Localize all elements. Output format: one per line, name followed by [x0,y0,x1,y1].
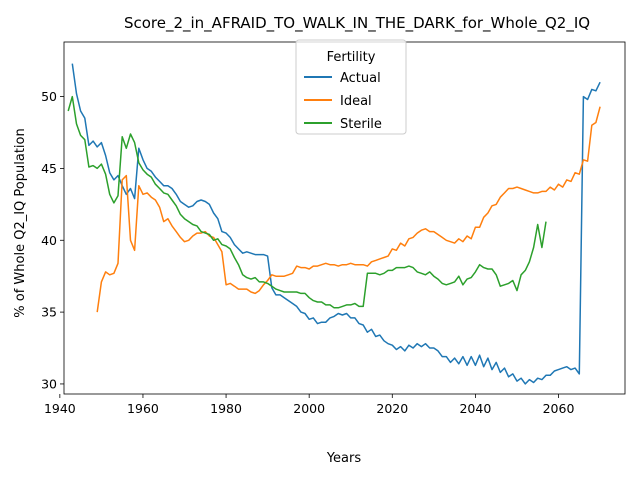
legend-title: Fertility [327,50,376,65]
y-tick-label: 35 [41,305,57,320]
y-tick-label: 45 [41,161,57,176]
legend-label-actual: Actual [340,71,381,86]
y-tick-label: 30 [41,376,57,391]
series-layer [67,63,601,385]
series-line-ideal [96,106,601,313]
legend-frame [295,39,407,135]
legend: Fertility Actual Ideal Sterile [295,39,407,135]
axes-layer: 1940 1960 1980 2000 2020 2040 2060 30 35 40 45 50 [41,41,626,416]
legend-label-ideal: Ideal [340,94,372,109]
series-line-sterile [67,95,547,309]
y-tick-label: 40 [41,233,57,248]
x-tick-label: 2040 [459,401,491,416]
x-tick-label: 2020 [376,401,408,416]
y-axis-title: % of Whole Q2_IQ Population [13,128,28,317]
chart-title: Score_2_in_AFRAID_TO_WALK_IN_THE_DARK_fo… [124,14,590,33]
x-tick-label: 1940 [44,401,76,416]
x-tick-label: 1980 [210,401,242,416]
legend-label-sterile: Sterile [340,117,382,132]
series-line-actual [71,63,601,385]
x-axis-title: Years [326,451,362,466]
x-tick-label: 2000 [293,401,325,416]
x-tick-label: 2060 [543,401,575,416]
x-tick-label: 1960 [127,401,159,416]
y-tick-label: 50 [41,89,57,104]
